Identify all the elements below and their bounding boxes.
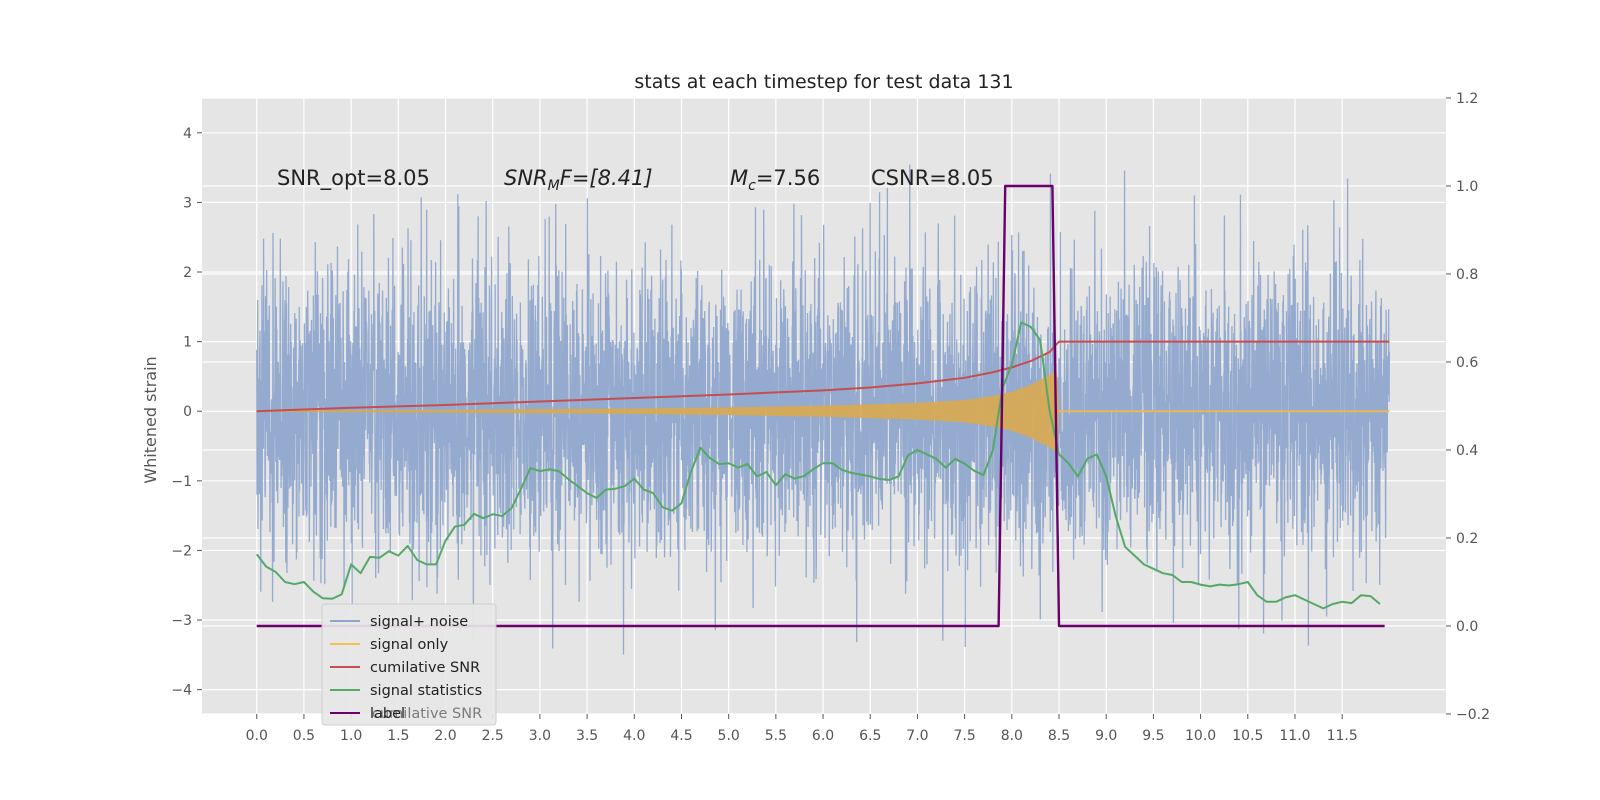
legend-hidden-text: cumilative SNR xyxy=(372,706,482,722)
annotation-mc-value: =7.56 xyxy=(756,166,820,190)
series-label xyxy=(256,184,1385,628)
y-tick-label-right: 1.2 xyxy=(1456,91,1478,107)
x-tick-label: 6.5 xyxy=(859,728,881,744)
x-tick-label: 10.0 xyxy=(1185,728,1216,744)
y-tick-label-right: 1.0 xyxy=(1456,179,1478,195)
x-tick-label: 0.5 xyxy=(293,728,315,744)
x-tick-label: 6.0 xyxy=(812,728,834,744)
y-tick-label-right: 0.0 xyxy=(1456,619,1478,635)
x-tick-label: 7.0 xyxy=(906,728,928,744)
x-tick-label: 1.0 xyxy=(340,728,362,744)
x-tick-label: 8.0 xyxy=(1001,728,1023,744)
x-tick-label: 7.5 xyxy=(954,728,976,744)
x-tick-label: 11.5 xyxy=(1327,728,1358,744)
y-tick-label-left: 0 xyxy=(183,404,192,420)
annotation-mc: Mc=7.56 xyxy=(730,166,820,194)
x-tick-label: 3.5 xyxy=(576,728,598,744)
legend-box xyxy=(321,603,497,726)
annotation-snr-mf-value: F=[8.41] xyxy=(560,166,653,190)
y-tick-label-right: 0.6 xyxy=(1456,355,1478,371)
x-tick-label: 11.0 xyxy=(1279,728,1310,744)
series-cumilative-snr xyxy=(256,340,1390,413)
x-tick-label: 9.5 xyxy=(1142,728,1164,744)
x-tick-label: 5.5 xyxy=(765,728,787,744)
legend-label: signal only xyxy=(370,637,449,653)
legend: cumilative SNR signal+ noise signal only cu… xyxy=(321,603,497,726)
x-tick-label: 10.5 xyxy=(1232,728,1263,744)
y-axis-right: 1.2 1.0 0.8 0.6 0.4 0.2 0.0 −0.2 xyxy=(1446,91,1490,723)
annotation-snr-mf: SNRMF=[8.41] xyxy=(504,166,653,194)
x-axis: 0.0 0.5 1.0 1.5 2.0 2.5 3.0 3.5 4.0 4.5 5.0 5.5 6.0 6… xyxy=(246,714,1358,744)
legend-label: signal+ noise xyxy=(370,614,468,630)
x-tick-label: 9.0 xyxy=(1095,728,1117,744)
legend-label: signal statistics xyxy=(370,683,482,699)
chart-title: stats at each timestep for test data 131 xyxy=(634,71,1013,93)
x-tick-label: 8.5 xyxy=(1048,728,1070,744)
y-tick-label-right: −0.2 xyxy=(1456,707,1490,723)
y-tick-label-left: −2 xyxy=(171,543,192,559)
y-tick-label-right: 0.4 xyxy=(1456,443,1478,459)
x-tick-label: 2.5 xyxy=(482,728,504,744)
annotation-mc-symbol: M xyxy=(730,166,748,190)
y-axis-left: 4 3 2 1 0 −1 −2 −3 −4 xyxy=(171,126,202,699)
legend-label: cumilative SNR xyxy=(370,660,480,676)
y-tick-label-left: 1 xyxy=(183,335,192,351)
legend-label: label xyxy=(370,706,405,722)
series-signal-statistics xyxy=(255,321,1381,610)
y-tick-label-left: −1 xyxy=(171,474,192,490)
series-signal-noise xyxy=(256,164,1391,655)
x-tick-label: 1.5 xyxy=(387,728,409,744)
y-tick-label-left: 3 xyxy=(183,195,192,211)
x-tick-label: 3.0 xyxy=(529,728,551,744)
x-tick-label: 0.0 xyxy=(246,728,268,744)
y-tick-label-left: 2 xyxy=(183,265,192,281)
x-tick-label: 4.0 xyxy=(623,728,645,744)
annotation-snr-opt: SNR_opt=8.05 xyxy=(277,166,430,191)
y-tick-label-right: 0.8 xyxy=(1456,267,1478,283)
annotation-snr-mf-symbol: SNR xyxy=(504,166,548,190)
series-layer xyxy=(255,164,1391,655)
annotation-snr-mf-subscript: M xyxy=(548,178,560,194)
x-tick-label: 2.0 xyxy=(434,728,456,744)
annotation-csnr: CSNR=8.05 xyxy=(871,166,994,190)
annotation-mc-subscript: c xyxy=(748,178,756,194)
y-axis-label-left: Whitened strain xyxy=(141,356,160,483)
x-tick-label: 5.0 xyxy=(718,728,740,744)
y-tick-label-left: −3 xyxy=(171,613,192,629)
y-tick-label-left: 4 xyxy=(183,126,192,142)
series-signal-only xyxy=(256,370,1060,453)
x-tick-label: 4.5 xyxy=(670,728,692,744)
y-tick-label-right: 0.2 xyxy=(1456,531,1478,547)
y-tick-label-left: −4 xyxy=(171,683,192,699)
